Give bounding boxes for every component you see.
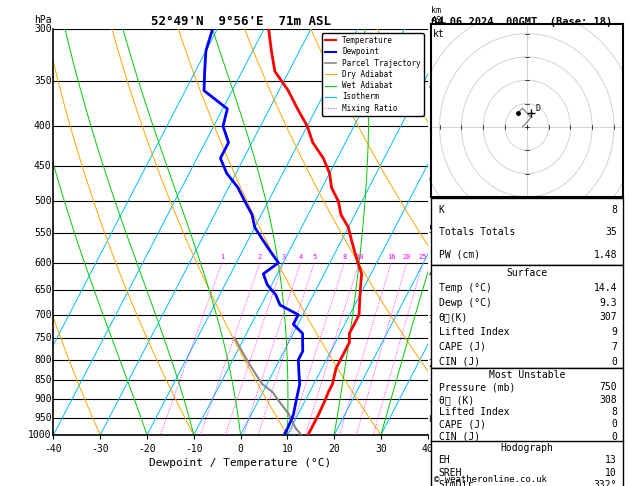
Text: K: K: [438, 205, 445, 215]
Text: 308: 308: [599, 395, 617, 405]
Text: 3: 3: [428, 314, 435, 325]
X-axis label: Dewpoint / Temperature (°C): Dewpoint / Temperature (°C): [150, 458, 331, 468]
Text: 5: 5: [428, 226, 435, 235]
Text: 9.3: 9.3: [599, 297, 617, 308]
Text: 2: 2: [258, 254, 262, 260]
Text: 25: 25: [419, 254, 427, 260]
Text: kt: kt: [433, 30, 445, 39]
Text: 7: 7: [428, 129, 435, 139]
Text: CIN (J): CIN (J): [438, 357, 480, 367]
Text: Surface: Surface: [506, 268, 547, 278]
Text: 500: 500: [34, 196, 52, 207]
Text: 307: 307: [599, 312, 617, 322]
Text: θᴁ(K): θᴁ(K): [438, 312, 468, 322]
Text: 950: 950: [34, 413, 52, 423]
Text: 400: 400: [34, 121, 52, 131]
Title: 52°49'N  9°56'E  71m ASL: 52°49'N 9°56'E 71m ASL: [150, 15, 331, 28]
Text: SREH: SREH: [438, 468, 462, 478]
Text: 04.06.2024  00GMT  (Base: 18): 04.06.2024 00GMT (Base: 18): [431, 17, 612, 27]
Text: 8: 8: [342, 254, 347, 260]
Text: Totals Totals: Totals Totals: [438, 227, 515, 238]
Text: D: D: [535, 104, 540, 113]
Legend: Temperature, Dewpoint, Parcel Trajectory, Dry Adiabat, Wet Adiabat, Isotherm, Mi: Temperature, Dewpoint, Parcel Trajectory…: [321, 33, 424, 116]
Text: 750: 750: [599, 382, 617, 393]
Text: LCL: LCL: [428, 415, 443, 424]
Text: 10: 10: [355, 254, 364, 260]
Text: CAPE (J): CAPE (J): [438, 419, 486, 430]
Text: Dewp (°C): Dewp (°C): [438, 297, 491, 308]
Text: Lifted Index: Lifted Index: [438, 407, 509, 417]
Text: EH: EH: [438, 455, 450, 465]
Text: 700: 700: [34, 310, 52, 320]
Text: 4: 4: [299, 254, 303, 260]
Text: 8: 8: [611, 205, 617, 215]
Text: Lifted Index: Lifted Index: [438, 327, 509, 337]
Text: 0: 0: [611, 357, 617, 367]
Text: 1: 1: [220, 254, 224, 260]
Text: 1.48: 1.48: [593, 250, 617, 260]
Text: PW (cm): PW (cm): [438, 250, 480, 260]
Text: hPa: hPa: [34, 15, 52, 25]
Text: θᴁ (K): θᴁ (K): [438, 395, 474, 405]
Text: © weatheronline.co.uk: © weatheronline.co.uk: [434, 474, 547, 484]
Text: 9: 9: [611, 327, 617, 337]
Text: 900: 900: [34, 395, 52, 404]
Text: 550: 550: [34, 228, 52, 239]
Text: 650: 650: [34, 285, 52, 295]
Text: 5: 5: [312, 254, 316, 260]
Text: 1000: 1000: [28, 430, 52, 440]
Text: 750: 750: [34, 333, 52, 343]
Text: 2: 2: [428, 359, 435, 369]
Text: CIN (J): CIN (J): [438, 432, 480, 442]
Text: 8: 8: [611, 407, 617, 417]
Text: 6: 6: [428, 175, 435, 186]
Text: 850: 850: [34, 375, 52, 385]
Text: 8: 8: [428, 81, 435, 91]
Text: 20: 20: [403, 254, 411, 260]
Text: 350: 350: [34, 76, 52, 86]
Text: Most Unstable: Most Unstable: [489, 370, 565, 380]
Text: 300: 300: [34, 24, 52, 34]
Text: StmDir: StmDir: [438, 480, 474, 486]
Text: Temp (°C): Temp (°C): [438, 283, 491, 293]
Text: 600: 600: [34, 258, 52, 268]
Text: 35: 35: [605, 227, 617, 238]
Text: CAPE (J): CAPE (J): [438, 342, 486, 352]
Text: 332°: 332°: [593, 480, 617, 486]
Text: 0: 0: [611, 419, 617, 430]
Text: 16: 16: [387, 254, 396, 260]
Text: km
ASL: km ASL: [431, 6, 447, 25]
Text: 3: 3: [281, 254, 286, 260]
Text: 10: 10: [605, 468, 617, 478]
Text: 800: 800: [34, 355, 52, 365]
Text: 13: 13: [605, 455, 617, 465]
Text: Hodograph: Hodograph: [500, 443, 554, 452]
Text: 0: 0: [611, 432, 617, 442]
Text: 1: 1: [428, 395, 435, 404]
Text: Mixing Ratio (g/kg): Mixing Ratio (g/kg): [453, 185, 462, 279]
Text: 7: 7: [611, 342, 617, 352]
Text: 14.4: 14.4: [593, 283, 617, 293]
Text: 4: 4: [428, 269, 435, 279]
Text: Pressure (mb): Pressure (mb): [438, 382, 515, 393]
Text: 450: 450: [34, 161, 52, 171]
